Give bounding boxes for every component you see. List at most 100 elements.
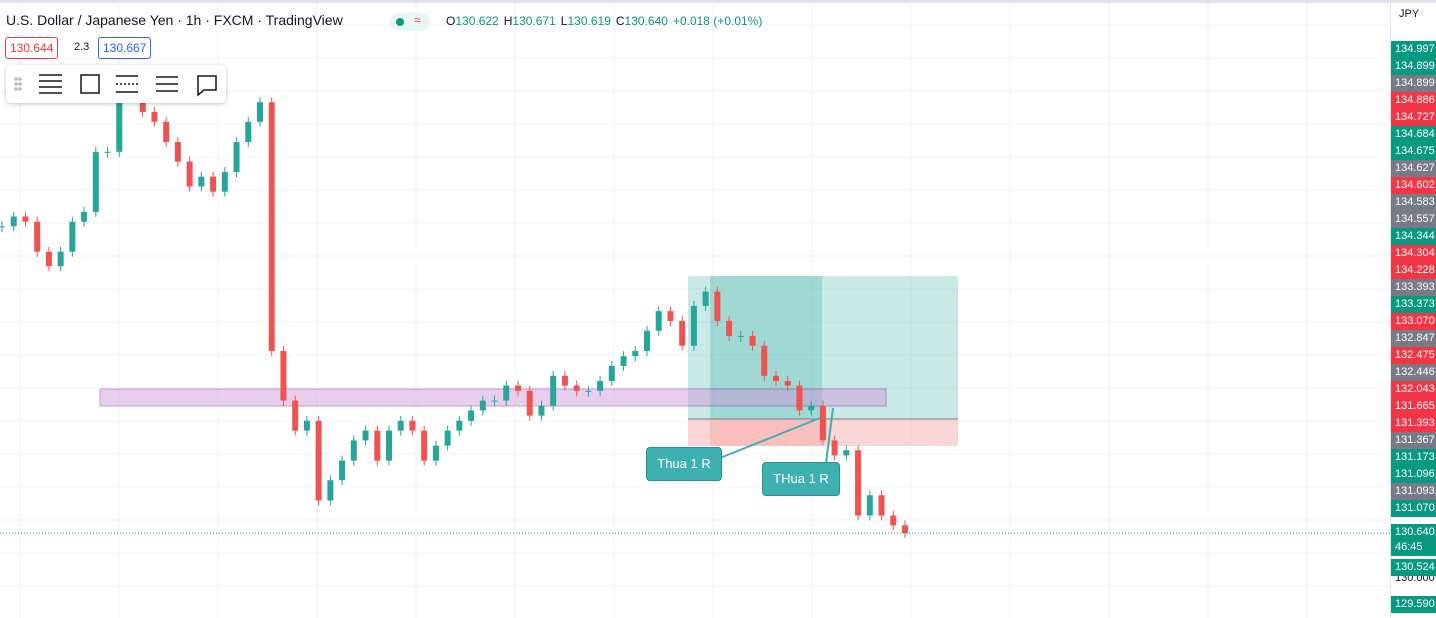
- loss-zone-active: [710, 419, 822, 446]
- price-label: 134.228: [1391, 262, 1436, 279]
- candle: [280, 350, 287, 401]
- price-label: 134.899: [1391, 58, 1436, 75]
- candle: [714, 291, 721, 321]
- candle: [726, 320, 733, 336]
- candle: [350, 440, 357, 461]
- candle: [116, 92, 123, 152]
- ohlc-value: 130.671: [512, 14, 556, 28]
- annotation: THua 1 R: [762, 462, 840, 496]
- candle: [561, 375, 568, 386]
- price-label: 134.602: [1391, 177, 1436, 194]
- grid: [0, 3, 1390, 618]
- candle: [843, 450, 850, 456]
- candle: [597, 381, 604, 391]
- candle: [491, 400, 498, 402]
- candle: [409, 420, 416, 431]
- candle: [92, 151, 99, 212]
- candle: [608, 365, 615, 382]
- candle: [57, 251, 64, 267]
- price-label: 134.675: [1391, 143, 1436, 160]
- candle: [45, 251, 52, 267]
- sell-button[interactable]: 130.644: [5, 37, 59, 59]
- ohlc-label: O: [446, 14, 456, 28]
- candle: [702, 291, 709, 306]
- candle: [174, 142, 181, 162]
- candle: [69, 221, 76, 252]
- candle: [773, 375, 779, 382]
- price-label: 134.627: [1391, 160, 1436, 177]
- candle: [34, 221, 41, 252]
- countdown: 46:45: [1395, 541, 1423, 554]
- spread: 2.3: [70, 37, 94, 57]
- price-label: 131.093: [1391, 483, 1436, 500]
- ohlc-label: C: [615, 14, 625, 28]
- candle: [10, 216, 17, 227]
- candle: [550, 375, 557, 406]
- chart: [0, 3, 1390, 618]
- price-label: 134.304: [1391, 245, 1436, 262]
- last-price-value: 130.640: [1395, 526, 1435, 539]
- ohlc-label: H: [503, 14, 513, 28]
- last-price: 130.640 46:45: [1391, 524, 1436, 557]
- tool-lines[interactable]: [39, 74, 62, 94]
- candle: [151, 112, 158, 122]
- buy-button[interactable]: 130.667: [98, 37, 152, 59]
- currency[interactable]: JPY: [1399, 8, 1420, 20]
- drawing-toolbar: [6, 65, 226, 103]
- price-label: 132.847: [1391, 330, 1436, 347]
- candle: [456, 420, 463, 431]
- callout-line: [824, 407, 834, 472]
- ohlc-value: 130.619: [567, 14, 611, 28]
- price-label: 134.344: [1391, 228, 1436, 245]
- candle: [374, 430, 381, 461]
- price-label: 134.899: [1391, 75, 1436, 92]
- candles: [0, 76, 908, 539]
- price-label: 134.583: [1391, 194, 1436, 211]
- candle: [819, 405, 826, 441]
- candle: [303, 420, 310, 431]
- candle: [186, 161, 193, 187]
- candle: [644, 330, 650, 351]
- candle: [233, 142, 240, 173]
- candle: [573, 385, 580, 391]
- price-label: 132.043: [1391, 381, 1436, 398]
- candle: [327, 480, 334, 501]
- price-label: 134.684: [1391, 126, 1436, 143]
- candle: [221, 172, 228, 192]
- price-label: 132.475: [1391, 347, 1436, 364]
- candle: [655, 311, 662, 331]
- tool-fib[interactable]: [116, 75, 138, 93]
- price-label: 134.727: [1391, 109, 1436, 126]
- price-label: 133.070: [1391, 313, 1436, 330]
- tool-rect[interactable]: [80, 74, 100, 94]
- price-label: 131.173: [1391, 449, 1436, 466]
- candle: [503, 385, 510, 401]
- candle: [737, 335, 744, 337]
- price-label: 130.524: [1391, 559, 1436, 576]
- candle: [245, 121, 252, 143]
- price-label: 131.096: [1391, 466, 1436, 483]
- candle: [890, 515, 897, 526]
- candle: [784, 381, 791, 386]
- zone: [99, 388, 887, 407]
- candle: [761, 345, 768, 376]
- candle: [679, 320, 686, 346]
- status-badge: ≈: [390, 13, 430, 31]
- price-label: 131.393: [1391, 415, 1436, 432]
- candle: [198, 176, 205, 187]
- toolbar-icons: [14, 74, 217, 97]
- candle: [796, 385, 803, 411]
- candle: [362, 430, 369, 441]
- ohlc-value: 130.622: [455, 14, 499, 28]
- candle: [690, 305, 697, 346]
- tool-settings[interactable]: [156, 76, 178, 92]
- tool-comment[interactable]: [197, 75, 217, 97]
- profit-zone: [688, 276, 958, 419]
- candle: [902, 525, 908, 534]
- candle: [632, 350, 639, 357]
- change: +0.018 (+0.01%): [672, 14, 763, 28]
- candle: [22, 216, 29, 222]
- price-label: 133.373: [1391, 296, 1436, 313]
- price-label: 133.393: [1391, 279, 1436, 296]
- candle: [878, 495, 885, 516]
